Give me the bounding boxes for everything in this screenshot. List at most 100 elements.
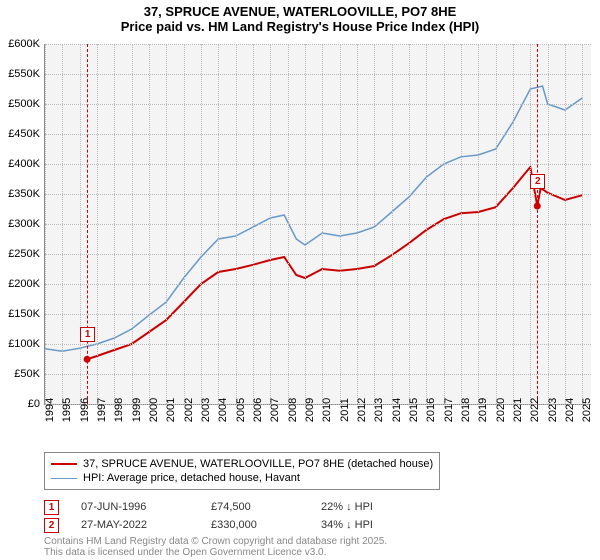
gridline-h [45,314,591,315]
x-tick-label: 2024 [564,398,576,422]
title-line-2: Price paid vs. HM Land Registry's House … [0,19,600,34]
marker-label: 2 [530,174,545,189]
gridline-v [565,44,566,404]
y-tick-label: £500K [0,98,40,110]
gridline-h [45,254,591,255]
gridline-v [184,44,185,404]
x-tick-label: 2010 [321,398,333,422]
x-tick-label: 1999 [131,398,143,422]
x-tick-label: 2004 [217,398,229,422]
gridline-v [409,44,410,404]
gridline-v [114,44,115,404]
gridline-v [253,44,254,404]
series-price_paid [87,167,582,359]
legend-label: 37, SPRUCE AVENUE, WATERLOOVILLE, PO7 8H… [83,458,433,470]
gridline-v [513,44,514,404]
gridline-v [288,44,289,404]
x-tick-label: 2023 [547,398,559,422]
gridline-v [45,44,46,404]
data-row-marker: 1 [44,500,59,515]
gridline-v [496,44,497,404]
y-tick-label: £450K [0,128,40,140]
gridline-v [305,44,306,404]
x-tick-label: 2020 [495,398,507,422]
x-tick-label: 2000 [148,398,160,422]
footer-line-2: This data is licensed under the Open Gov… [44,547,387,558]
x-tick-label: 2025 [581,398,593,422]
y-tick-label: £0 [0,398,40,410]
chart-container: 37, SPRUCE AVENUE, WATERLOOVILLE, PO7 8H… [0,0,600,560]
gridline-h [45,374,591,375]
gridline-h [45,74,591,75]
gridline-v [201,44,202,404]
data-table: 107-JUN-1996£74,50022% ↓ HPI227-MAY-2022… [44,498,441,534]
y-tick-label: £150K [0,308,40,320]
x-tick-label: 2016 [425,398,437,422]
footer: Contains HM Land Registry data © Crown c… [44,536,387,558]
y-tick-label: £300K [0,218,40,230]
x-tick-label: 2001 [165,398,177,422]
data-row-date: 07-JUN-1996 [81,501,211,513]
marker-dashed-line [87,44,88,404]
gridline-h [45,284,591,285]
data-row: 2 27-MAY-2022£330,00034% ↓ HPI [44,516,441,534]
gridline-v [461,44,462,404]
title-block: 37, SPRUCE AVENUE, WATERLOOVILLE, PO7 8H… [0,0,600,34]
legend-row: HPI: Average price, detached house, Hava… [51,471,433,485]
x-tick-label: 2007 [269,398,281,422]
y-tick-label: £250K [0,248,40,260]
footer-line-1: Contains HM Land Registry data © Crown c… [44,536,387,547]
x-tick-label: 2006 [252,398,264,422]
gridline-v [132,44,133,404]
x-tick-label: 1998 [113,398,125,422]
x-tick-label: 2022 [529,398,541,422]
data-row-diff: 22% ↓ HPI [321,501,441,513]
x-tick-label: 2015 [408,398,420,422]
x-tick-label: 2019 [477,398,489,422]
y-tick-label: £350K [0,188,40,200]
data-row-marker: 2 [44,518,59,533]
x-tick-label: 2017 [443,398,455,422]
data-row-date: 27-MAY-2022 [81,519,211,531]
gridline-v [426,44,427,404]
gridline-v [322,44,323,404]
x-tick-label: 2021 [512,398,524,422]
title-line-1: 37, SPRUCE AVENUE, WATERLOOVILLE, PO7 8H… [0,4,600,19]
gridline-v [357,44,358,404]
gridline-h [45,344,591,345]
plot-area: 12 [44,44,591,405]
x-tick-label: 2003 [200,398,212,422]
x-tick-label: 1995 [61,398,73,422]
gridline-h [45,44,591,45]
y-tick-label: £100K [0,338,40,350]
marker-label: 1 [80,327,95,342]
gridline-v [80,44,81,404]
gridline-h [45,404,591,405]
gridline-h [45,104,591,105]
data-row-price: £330,000 [211,519,321,531]
gridline-v [218,44,219,404]
y-tick-label: £400K [0,158,40,170]
data-row-diff: 34% ↓ HPI [321,519,441,531]
gridline-v [548,44,549,404]
legend-swatch [51,463,77,465]
y-tick-label: £200K [0,278,40,290]
x-tick-label: 2014 [391,398,403,422]
gridline-v [166,44,167,404]
gridline-h [45,224,591,225]
gridline-v [62,44,63,404]
x-tick-label: 2018 [460,398,472,422]
series-hpi [45,86,582,351]
legend-row: 37, SPRUCE AVENUE, WATERLOOVILLE, PO7 8H… [51,457,433,471]
gridline-v [530,44,531,404]
gridline-v [392,44,393,404]
gridline-h [45,164,591,165]
gridline-v [444,44,445,404]
gridline-v [374,44,375,404]
marker-dashed-line [537,44,538,404]
x-tick-label: 1996 [79,398,91,422]
x-tick-label: 1997 [96,398,108,422]
data-row: 107-JUN-1996£74,50022% ↓ HPI [44,498,441,516]
gridline-h [45,194,591,195]
chart-area: 12 £0£50K£100K£150K£200K£250K£300K£350K£… [0,34,600,446]
